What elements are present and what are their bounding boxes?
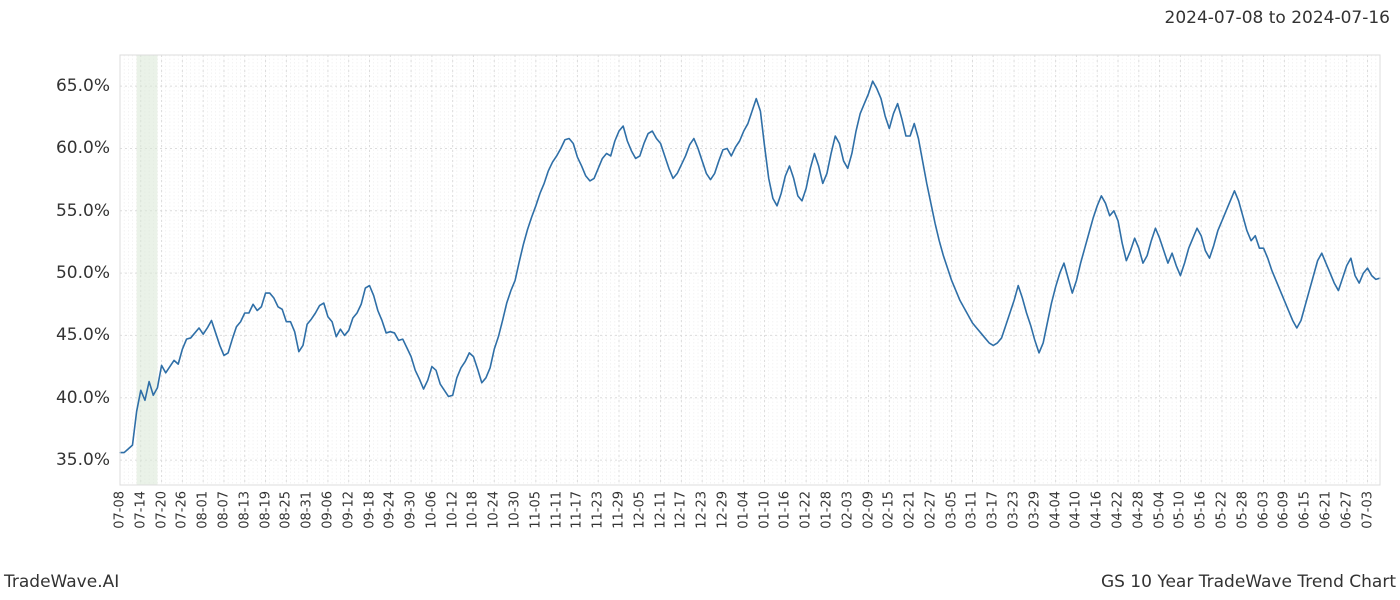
- line-chart: [120, 55, 1380, 485]
- xtick-label: 11-17: [570, 491, 585, 529]
- xtick-label: 12-11: [653, 491, 668, 529]
- xtick-label: 08-01: [196, 491, 211, 529]
- xtick-label: 05-16: [1194, 491, 1209, 529]
- xtick-label: 02-15: [882, 491, 897, 529]
- xtick-label: 03-11: [965, 491, 980, 529]
- chart-svg: [120, 55, 1380, 485]
- xtick-label: 06-15: [1298, 491, 1313, 529]
- xtick-label: 05-22: [1214, 491, 1229, 529]
- xtick-label: 01-28: [819, 491, 834, 529]
- xtick-label: 05-28: [1235, 491, 1250, 529]
- xtick-label: 03-29: [1027, 491, 1042, 529]
- xtick-label: 11-29: [612, 491, 627, 529]
- xtick-label: 06-09: [1277, 491, 1292, 529]
- xtick-label: 10-18: [466, 491, 481, 529]
- xtick-label: 10-24: [487, 491, 502, 529]
- xtick-label: 07-26: [175, 491, 190, 529]
- xtick-label: 10-30: [508, 491, 523, 529]
- xtick-label: 02-21: [903, 491, 918, 529]
- xtick-label: 03-05: [944, 491, 959, 529]
- xtick-label: 07-08: [113, 491, 128, 529]
- xtick-label: 11-05: [528, 491, 543, 529]
- xtick-label: 01-10: [757, 491, 772, 529]
- xtick-label: 08-13: [237, 491, 252, 529]
- xtick-label: 08-31: [300, 491, 315, 529]
- ytick-label: 40.0%: [40, 388, 110, 408]
- xtick-label: 03-23: [1007, 491, 1022, 529]
- chart-container: { "header": { "date_range": "2024-07-08 …: [0, 0, 1400, 600]
- xtick-label: 01-22: [799, 491, 814, 529]
- xtick-label: 11-23: [591, 491, 606, 529]
- xtick-label: 04-28: [1131, 491, 1146, 529]
- xtick-label: 08-19: [258, 491, 273, 529]
- xtick-label: 02-27: [923, 491, 938, 529]
- xtick-label: 06-21: [1318, 491, 1333, 529]
- xtick-label: 04-22: [1111, 491, 1126, 529]
- ytick-label: 60.0%: [40, 138, 110, 158]
- xtick-label: 02-09: [861, 491, 876, 529]
- xtick-label: 08-25: [279, 491, 294, 529]
- xtick-label: 07-03: [1360, 491, 1375, 529]
- series-line: [120, 81, 1380, 452]
- xtick-label: 01-16: [778, 491, 793, 529]
- xtick-label: 09-30: [404, 491, 419, 529]
- xtick-label: 02-03: [840, 491, 855, 529]
- xtick-label: 09-06: [320, 491, 335, 529]
- highlight-band: [137, 55, 158, 485]
- xtick-label: 12-23: [695, 491, 710, 529]
- brand-label: TradeWave.AI: [4, 572, 119, 592]
- ytick-label: 45.0%: [40, 325, 110, 345]
- xtick-label: 06-27: [1339, 491, 1354, 529]
- xtick-label: 09-12: [341, 491, 356, 529]
- xtick-label: 04-10: [1069, 491, 1084, 529]
- ytick-label: 50.0%: [40, 263, 110, 283]
- xtick-label: 07-14: [133, 491, 148, 529]
- xtick-label: 10-12: [445, 491, 460, 529]
- xtick-label: 03-17: [986, 491, 1001, 529]
- chart-title: GS 10 Year TradeWave Trend Chart: [1101, 572, 1396, 592]
- xtick-label: 12-05: [632, 491, 647, 529]
- xtick-label: 07-20: [154, 491, 169, 529]
- xtick-label: 09-18: [362, 491, 377, 529]
- xtick-label: 11-11: [549, 491, 564, 529]
- xtick-label: 08-07: [216, 491, 231, 529]
- xtick-label: 05-10: [1173, 491, 1188, 529]
- date-range-label: 2024-07-08 to 2024-07-16: [1165, 8, 1390, 28]
- ytick-label: 65.0%: [40, 76, 110, 96]
- xtick-label: 01-04: [736, 491, 751, 529]
- xtick-label: 04-04: [1048, 491, 1063, 529]
- xtick-label: 10-06: [424, 491, 439, 529]
- xtick-label: 05-04: [1152, 491, 1167, 529]
- xtick-label: 06-03: [1256, 491, 1271, 529]
- xtick-label: 04-16: [1090, 491, 1105, 529]
- xtick-label: 12-29: [715, 491, 730, 529]
- xtick-label: 09-24: [383, 491, 398, 529]
- ytick-label: 35.0%: [40, 450, 110, 470]
- xtick-label: 12-17: [674, 491, 689, 529]
- ytick-label: 55.0%: [40, 201, 110, 221]
